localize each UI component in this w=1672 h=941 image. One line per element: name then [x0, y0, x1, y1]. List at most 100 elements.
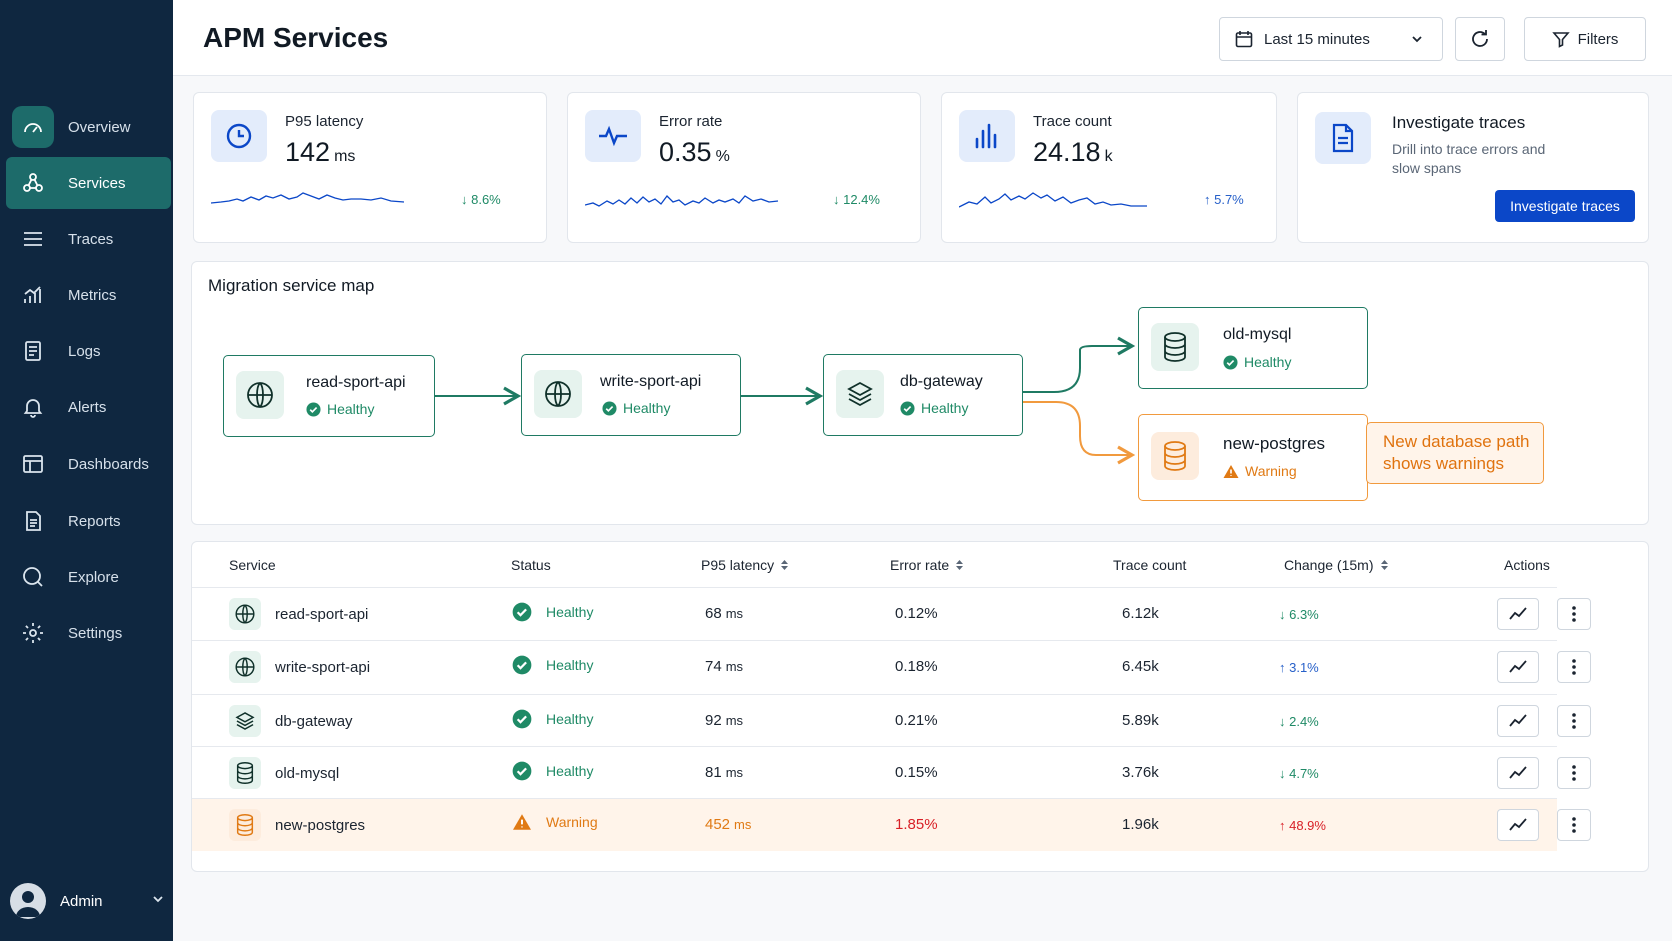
filters-button[interactable]: Filters: [1524, 17, 1646, 61]
sidebar-item-metrics[interactable]: Metrics: [6, 269, 171, 321]
sidebar-item-reports[interactable]: Reports: [6, 495, 171, 547]
status-label: Healthy: [546, 763, 594, 779]
sidebar-item-settings[interactable]: Settings: [6, 607, 171, 659]
kpi-value: 142 ms: [285, 137, 356, 167]
calendar-icon: [1234, 29, 1254, 49]
table-row[interactable]: db-gateway Healthy 92 ms 0.21% 5.89k ↓ 2.4%: [192, 694, 1591, 747]
column-header-error-rate[interactable]: Error rate: [890, 557, 964, 573]
check-circle-icon: [512, 761, 532, 781]
sidebar-item-explore[interactable]: Explore: [6, 551, 171, 603]
sidebar-item-services[interactable]: Services: [6, 157, 171, 209]
view-trend-button[interactable]: [1497, 598, 1539, 630]
refresh-icon: [1469, 28, 1491, 50]
sidebar-item-alerts[interactable]: Alerts: [6, 381, 171, 433]
sidebar-item-traces[interactable]: Traces: [6, 213, 171, 265]
investigate-card: Investigate traces Drill into trace erro…: [1297, 92, 1649, 243]
bell-icon: [12, 386, 54, 428]
column-header-status[interactable]: Status: [511, 557, 551, 573]
map-node-write-sport-api[interactable]: write-sport-api Healthy: [521, 354, 741, 436]
avatar: [10, 883, 46, 919]
more-actions-button[interactable]: [1557, 651, 1591, 683]
node-name: old-mysql: [1223, 326, 1292, 343]
column-header-trace-count[interactable]: Trace count: [1113, 557, 1187, 573]
service-map-title: Migration service map: [208, 276, 375, 295]
user-name: Admin: [60, 892, 103, 910]
error-rate-value: 1.85%: [895, 816, 938, 833]
map-node-old-mysql[interactable]: old-mysql Healthy: [1138, 307, 1368, 389]
user-menu[interactable]: Admin: [10, 881, 165, 921]
report-icon: [12, 500, 54, 542]
node-status: Healthy: [900, 400, 968, 416]
kebab-menu-icon: [1572, 659, 1576, 675]
investigate-traces-button[interactable]: Investigate traces: [1495, 190, 1635, 222]
sort-icon: [1380, 559, 1389, 571]
column-header-latency[interactable]: P95 latency: [701, 557, 789, 573]
error-rate-sparkline: [965, 761, 1055, 783]
view-trend-button[interactable]: [1497, 757, 1539, 789]
more-actions-button[interactable]: [1557, 809, 1591, 841]
more-actions-button[interactable]: [1557, 598, 1591, 630]
sidebar-item-dashboards[interactable]: Dashboards: [6, 438, 171, 490]
globe-icon: [229, 651, 261, 683]
sidebar-item-overview[interactable]: Overview: [6, 101, 171, 153]
table-row[interactable]: new-postgres Warning 452 ms 1.85% 1.96k ↑ 48.9…: [192, 798, 1591, 851]
search-icon: [12, 556, 54, 598]
status-label: Healthy: [546, 604, 594, 620]
view-trend-button[interactable]: [1497, 705, 1539, 737]
sidebar-item-label: Metrics: [68, 286, 117, 304]
kpi-card-trace-count: Trace count 24.18 k ↑ 5.7%: [941, 92, 1277, 243]
change-value: ↓ 2.4%: [1279, 714, 1319, 729]
latency-sparkline: [767, 711, 851, 733]
view-trend-button[interactable]: [1497, 809, 1539, 841]
map-node-db-gateway[interactable]: db-gateway Healthy: [823, 354, 1023, 436]
kpi-value: 0.35%: [659, 137, 730, 167]
investigate-title: Investigate traces: [1392, 113, 1526, 132]
trend-icon: [1509, 607, 1527, 621]
service-name[interactable]: new-postgres: [275, 816, 366, 834]
node-status: Healthy: [1223, 354, 1291, 370]
services-icon: [12, 162, 54, 204]
warning-callout: New database path shows warnings: [1366, 422, 1544, 484]
service-name[interactable]: old-mysql: [275, 764, 340, 782]
service-name[interactable]: write-sport-api: [275, 658, 371, 676]
bar-chart-icon: [959, 110, 1015, 162]
sidebar-item-label: Explore: [68, 568, 119, 586]
check-circle-icon: [602, 400, 617, 416]
status-label: Healthy: [546, 657, 594, 673]
globe-icon: [534, 370, 582, 418]
trace-count-value: 5.89k: [1122, 712, 1159, 729]
time-range-label: Last 15 minutes: [1264, 30, 1370, 48]
map-node-read-sport-api[interactable]: read-sport-api Healthy: [223, 355, 435, 437]
kpi-label: P95 latency: [285, 113, 364, 130]
table-row[interactable]: old-mysql Healthy 81 ms 0.15% 3.76k ↓ 4.7%: [192, 746, 1591, 799]
service-name[interactable]: read-sport-api: [275, 605, 369, 623]
latency-sparkline: [767, 657, 851, 679]
status-cell: Healthy: [512, 761, 593, 781]
filters-label: Filters: [1577, 30, 1619, 48]
view-trend-button[interactable]: [1497, 651, 1539, 683]
refresh-button[interactable]: [1455, 17, 1505, 61]
trend-icon: [1509, 660, 1527, 674]
service-name[interactable]: db-gateway: [275, 712, 353, 730]
sidebar-item-logs[interactable]: Logs: [6, 325, 171, 377]
status-cell: Healthy: [512, 709, 593, 729]
change-value: ↑ 48.9%: [1279, 818, 1326, 833]
column-header-service[interactable]: Service: [229, 557, 276, 573]
chevron-down-icon: [1410, 32, 1424, 46]
layers-icon: [836, 370, 884, 418]
map-node-new-postgres[interactable]: new-postgres Warning: [1138, 414, 1368, 501]
sidebar: Overview Services Traces Metrics Logs: [0, 0, 173, 941]
trace-count-value: 1.96k: [1122, 816, 1159, 833]
kebab-menu-icon: [1572, 817, 1576, 833]
node-name: write-sport-api: [600, 373, 702, 390]
more-actions-button[interactable]: [1557, 705, 1591, 737]
time-range-select[interactable]: Last 15 minutes: [1219, 17, 1443, 61]
sidebar-item-label: Traces: [68, 230, 114, 248]
chevron-down-icon: [151, 892, 165, 911]
bar-chart-icon: [12, 274, 54, 316]
table-row[interactable]: write-sport-api Healthy 74 ms 0.18% 6.45k ↑ 3.…: [192, 640, 1591, 693]
column-header-change[interactable]: Change (15m): [1284, 557, 1389, 573]
kpi-label: Error rate: [659, 113, 723, 130]
table-row[interactable]: read-sport-api Healthy 68 ms 0.12% 6.12k ↓ 6.3…: [192, 587, 1591, 640]
more-actions-button[interactable]: [1557, 757, 1591, 789]
